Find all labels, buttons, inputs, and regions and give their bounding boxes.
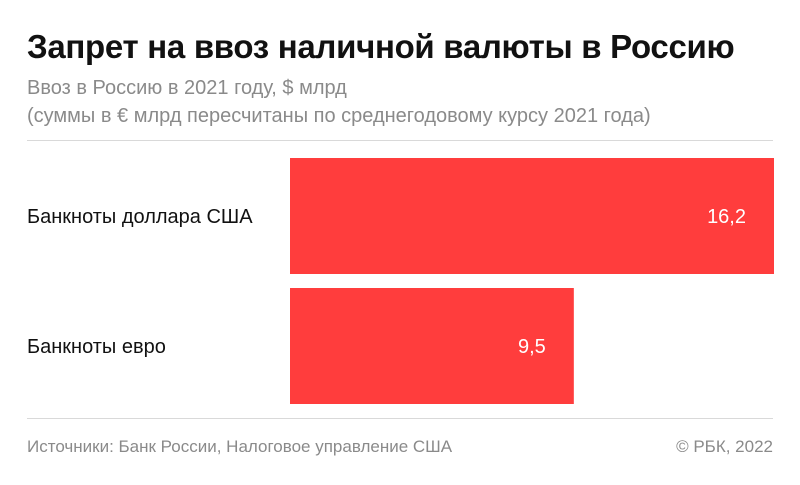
bar	[290, 288, 574, 404]
category-label: Банкноты доллара США	[27, 206, 253, 228]
bar	[290, 158, 774, 274]
subtitle-line-2: (суммы в € млрд пересчитаны по среднегод…	[27, 105, 651, 127]
category-label: Банкноты евро	[27, 336, 166, 358]
subtitle-line-1: Ввоз в Россию в 2021 году, $ млрд	[27, 77, 347, 99]
bar-value-label: 16,2	[707, 206, 746, 228]
top-divider	[27, 140, 773, 141]
chart-title: Запрет на ввоз наличной валюты в Россию	[27, 28, 735, 65]
chart-subtitle: Ввоз в Россию в 2021 году, $ млрд (суммы…	[27, 74, 651, 130]
copyright-note: © РБК, 2022	[676, 437, 773, 456]
bottom-divider	[27, 418, 773, 419]
bar-value-label: 9,5	[518, 336, 546, 358]
sources-note: Источники: Банк России, Налоговое управл…	[27, 437, 453, 456]
